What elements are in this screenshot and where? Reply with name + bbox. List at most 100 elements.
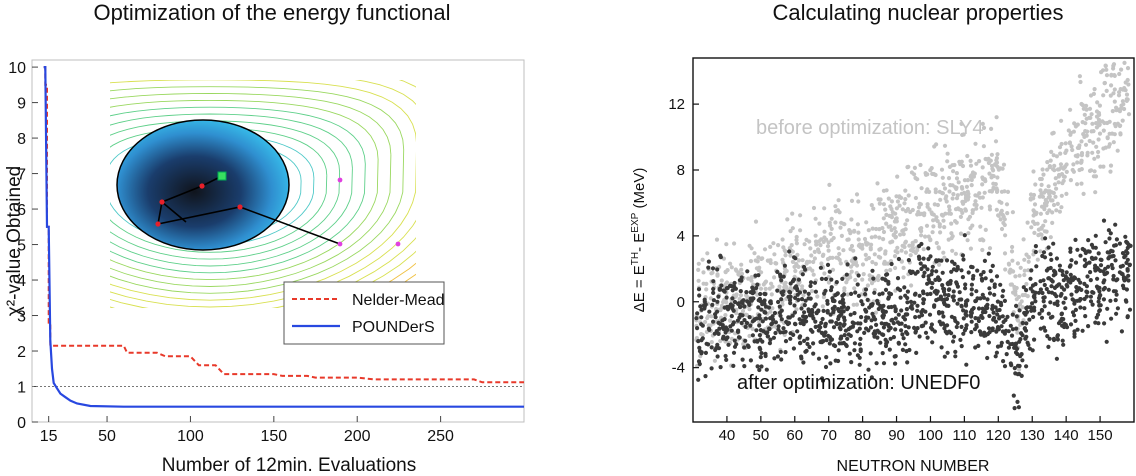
data-point <box>802 303 807 308</box>
data-point <box>951 192 956 197</box>
data-point <box>1093 190 1098 195</box>
data-point <box>1040 167 1045 172</box>
data-point <box>999 226 1005 232</box>
data-point <box>986 326 992 331</box>
data-point <box>775 269 780 274</box>
data-point <box>740 357 745 362</box>
data-point <box>1024 364 1029 369</box>
data-point <box>1068 280 1073 285</box>
data-point <box>1101 269 1106 274</box>
data-point <box>1124 249 1129 254</box>
data-point <box>1102 285 1107 291</box>
left-chart: Optimization of the energy functional 01… <box>4 0 525 476</box>
data-point <box>1004 352 1009 357</box>
data-point <box>1094 121 1099 126</box>
data-point <box>964 184 970 189</box>
data-point <box>1068 178 1073 183</box>
data-point <box>915 308 920 313</box>
data-point <box>1015 351 1020 357</box>
data-point <box>748 290 753 295</box>
data-point <box>1048 158 1053 163</box>
data-point <box>776 324 781 329</box>
data-point <box>821 295 827 300</box>
data-point <box>969 177 974 183</box>
left-x-tick-label: 50 <box>98 428 116 445</box>
data-point <box>1032 230 1037 235</box>
data-point <box>826 248 831 253</box>
data-point <box>1105 270 1110 275</box>
data-point <box>959 121 964 126</box>
left-y-tick-label: 2 <box>17 344 26 361</box>
data-point <box>968 158 973 163</box>
data-point <box>796 258 802 263</box>
data-point <box>808 280 814 285</box>
data-point <box>1101 146 1106 151</box>
data-point <box>841 221 846 226</box>
data-point <box>1032 295 1037 300</box>
data-point <box>1113 258 1118 263</box>
data-point <box>913 315 918 320</box>
data-point <box>1044 286 1049 292</box>
data-point <box>944 258 950 263</box>
data-point <box>820 253 826 258</box>
data-point <box>789 243 794 248</box>
data-point <box>844 280 849 285</box>
data-point <box>976 318 982 324</box>
data-point <box>888 336 893 341</box>
data-point <box>808 283 813 289</box>
data-point <box>768 244 773 249</box>
data-point <box>931 218 936 223</box>
data-point <box>739 271 745 276</box>
data-point <box>1062 165 1067 170</box>
data-point <box>1049 257 1054 262</box>
data-point <box>943 211 948 216</box>
data-point <box>702 303 707 308</box>
data-point <box>842 288 847 293</box>
data-point <box>966 231 971 236</box>
data-point <box>976 306 982 311</box>
data-point <box>740 313 745 318</box>
data-point <box>1078 79 1083 85</box>
data-point <box>852 348 857 353</box>
data-point <box>913 330 918 335</box>
data-point <box>781 326 786 331</box>
data-point <box>775 288 780 293</box>
data-point <box>1059 172 1065 177</box>
data-point <box>1097 303 1102 308</box>
data-point <box>1024 334 1029 339</box>
data-point <box>1080 120 1085 125</box>
data-point <box>799 306 804 311</box>
data-point <box>827 341 832 346</box>
data-point <box>800 287 805 292</box>
data-point <box>961 331 966 336</box>
data-point <box>883 343 889 349</box>
data-point <box>932 303 937 308</box>
data-point <box>1069 258 1074 263</box>
data-point <box>711 319 716 324</box>
data-point <box>1014 341 1019 346</box>
data-point <box>953 207 959 212</box>
data-point <box>818 243 823 248</box>
data-point <box>852 286 857 291</box>
data-point <box>1098 263 1104 268</box>
data-point <box>1025 294 1030 299</box>
data-point <box>1055 302 1060 308</box>
data-point <box>930 171 935 176</box>
data-point <box>1069 144 1074 149</box>
data-point <box>1070 167 1075 173</box>
data-point <box>930 281 935 286</box>
data-point <box>1051 202 1057 208</box>
data-point <box>779 317 784 322</box>
data-point <box>873 234 878 239</box>
data-point <box>949 331 954 336</box>
data-point <box>1051 337 1057 343</box>
data-point <box>824 338 829 343</box>
data-point <box>1108 169 1113 174</box>
data-point <box>734 342 739 347</box>
data-point <box>1040 290 1045 296</box>
data-point <box>1039 182 1044 187</box>
data-point <box>812 256 818 261</box>
data-point <box>786 321 792 326</box>
data-point <box>757 333 763 338</box>
data-point <box>1057 282 1062 287</box>
